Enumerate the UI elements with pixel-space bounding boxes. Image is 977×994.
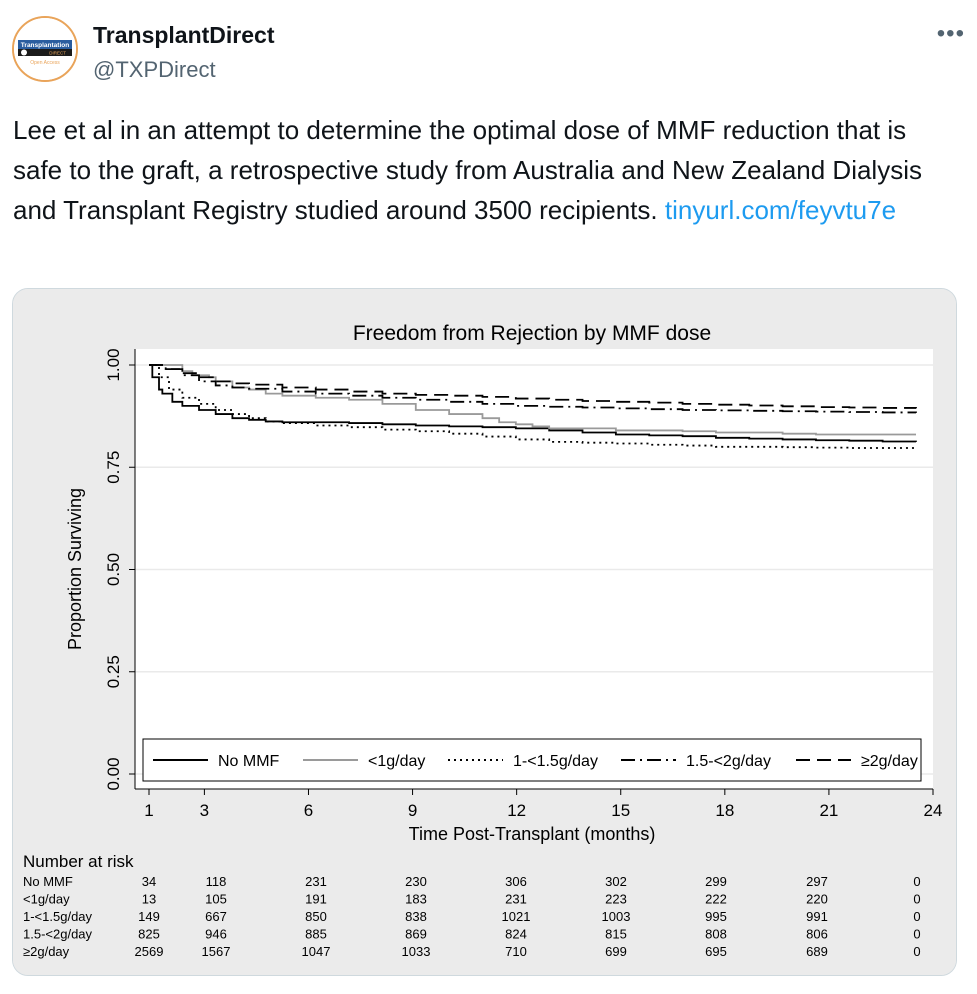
author-handle[interactable]: @TXPDirect [93, 57, 216, 82]
risk-cell: 231 [505, 892, 527, 907]
series-line-0 [149, 364, 917, 443]
tweet-link[interactable]: tinyurl.com/feyvtu7e [664, 195, 897, 225]
risk-cell: 118 [206, 874, 227, 889]
x-tick-label: 1 [144, 801, 153, 820]
risk-cell: 825 [138, 927, 160, 942]
risk-cell: 667 [205, 909, 227, 924]
risk-cell: 222 [705, 892, 727, 907]
tweet-media-image[interactable]: Freedom from Rejection by MMF dose 0.00 0.… [12, 288, 957, 976]
risk-cell: 991 [806, 909, 828, 924]
risk-row-label: <1g/day [23, 892, 70, 907]
author-avatar[interactable]: Transplantation DIRECT Open Access [12, 16, 78, 82]
risk-cell: 1567 [202, 944, 231, 959]
chart-title: Freedom from Rejection by MMF dose [353, 322, 711, 345]
risk-cell: 850 [305, 909, 327, 924]
author-name[interactable]: TransplantDirect [93, 22, 275, 48]
risk-row-label: 1.5-<2g/day [23, 927, 93, 942]
risk-cell: 838 [405, 909, 427, 924]
risk-cell: 699 [605, 944, 627, 959]
risk-cell: 0 [913, 944, 920, 959]
x-tick-label: 24 [924, 801, 943, 820]
x-tick-label: 12 [507, 801, 526, 820]
y-tick-label: 0.75 [104, 451, 123, 484]
risk-cell: 689 [806, 944, 828, 959]
risk-row-label: 1-<1.5g/day [23, 909, 93, 924]
x-tick-label: 3 [200, 801, 209, 820]
legend-label-4: ≥2g/day [861, 753, 918, 770]
risk-cell: 806 [806, 927, 828, 942]
risk-cell: 302 [605, 874, 627, 889]
tweet-header: Transplantation DIRECT Open Access Trans… [12, 16, 965, 86]
risk-cell: 13 [142, 892, 156, 907]
legend-box [142, 738, 922, 782]
y-axis-label: Proportion Surviving [65, 488, 85, 650]
series-line-2 [149, 364, 917, 449]
risk-cell: 695 [705, 944, 727, 959]
risk-cell: 149 [138, 909, 160, 924]
x-tick-label: 6 [304, 801, 313, 820]
risk-cell: 220 [806, 892, 828, 907]
x-tick-label: 9 [408, 801, 417, 820]
risk-cell: 1003 [602, 909, 631, 924]
risk-cell: 223 [605, 892, 627, 907]
y-tick-label: 0.25 [104, 655, 123, 688]
tweet-body: Lee et al in an attempt to determine the… [13, 110, 953, 230]
more-options-icon[interactable]: ••• [936, 20, 965, 47]
risk-cell: 105 [205, 892, 227, 907]
risk-cell: 230 [405, 874, 427, 889]
risk-cell: 869 [405, 927, 427, 942]
avatar-text-mid: DIRECT [49, 51, 66, 56]
risk-cell: 183 [405, 892, 427, 907]
legend-label-2: 1-<1.5g/day [513, 753, 598, 770]
avatar-text-top: Transplantation [21, 42, 69, 49]
risk-cell: 0 [913, 909, 920, 924]
y-tick-label: 1.00 [104, 348, 123, 381]
risk-cell: 299 [705, 874, 727, 889]
risk-row-label: ≥2g/day [23, 944, 70, 959]
risk-cell: 297 [806, 874, 828, 889]
avatar-text-bottom: Open Access [30, 60, 60, 66]
survival-chart: Freedom from Rejection by MMF dose 0.00 0.… [13, 289, 956, 975]
journal-logo-icon: Transplantation DIRECT Open Access [14, 18, 76, 80]
risk-cell: 710 [505, 944, 527, 959]
risk-cell: 231 [305, 874, 327, 889]
risk-cell: 1021 [502, 909, 531, 924]
legend-label-1: <1g/day [368, 753, 425, 770]
y-tick-label: 0.50 [104, 553, 123, 586]
risk-cell: 191 [305, 892, 327, 907]
series-line-3 [149, 364, 917, 414]
risk-cell: 0 [913, 874, 920, 889]
risk-cell: 1047 [302, 944, 331, 959]
legend-label-0: No MMF [218, 753, 280, 770]
tweet-text: Lee et al in an attempt to determine the… [13, 115, 922, 225]
risk-table-title: Number at risk [23, 852, 134, 871]
legend-label-3: 1.5-<2g/day [686, 753, 771, 770]
x-tick-label: 15 [611, 801, 630, 820]
risk-cell: 1033 [402, 944, 431, 959]
risk-cell: 995 [705, 909, 727, 924]
risk-cell: 824 [505, 927, 527, 942]
series-line-4 [149, 364, 917, 409]
risk-cell: 0 [913, 892, 920, 907]
risk-row-label: No MMF [23, 874, 73, 889]
risk-cell: 885 [305, 927, 327, 942]
risk-cell: 0 [913, 927, 920, 942]
risk-cell: 946 [205, 927, 227, 942]
x-axis-label: Time Post-Transplant (months) [409, 824, 656, 844]
x-tick-label: 21 [819, 801, 838, 820]
y-tick-label: 0.00 [104, 757, 123, 790]
risk-cell: 2569 [135, 944, 164, 959]
risk-cell: 306 [505, 874, 527, 889]
x-tick-label: 18 [715, 801, 734, 820]
risk-cell: 808 [705, 927, 727, 942]
risk-cell: 815 [605, 927, 627, 942]
risk-cell: 34 [142, 874, 156, 889]
